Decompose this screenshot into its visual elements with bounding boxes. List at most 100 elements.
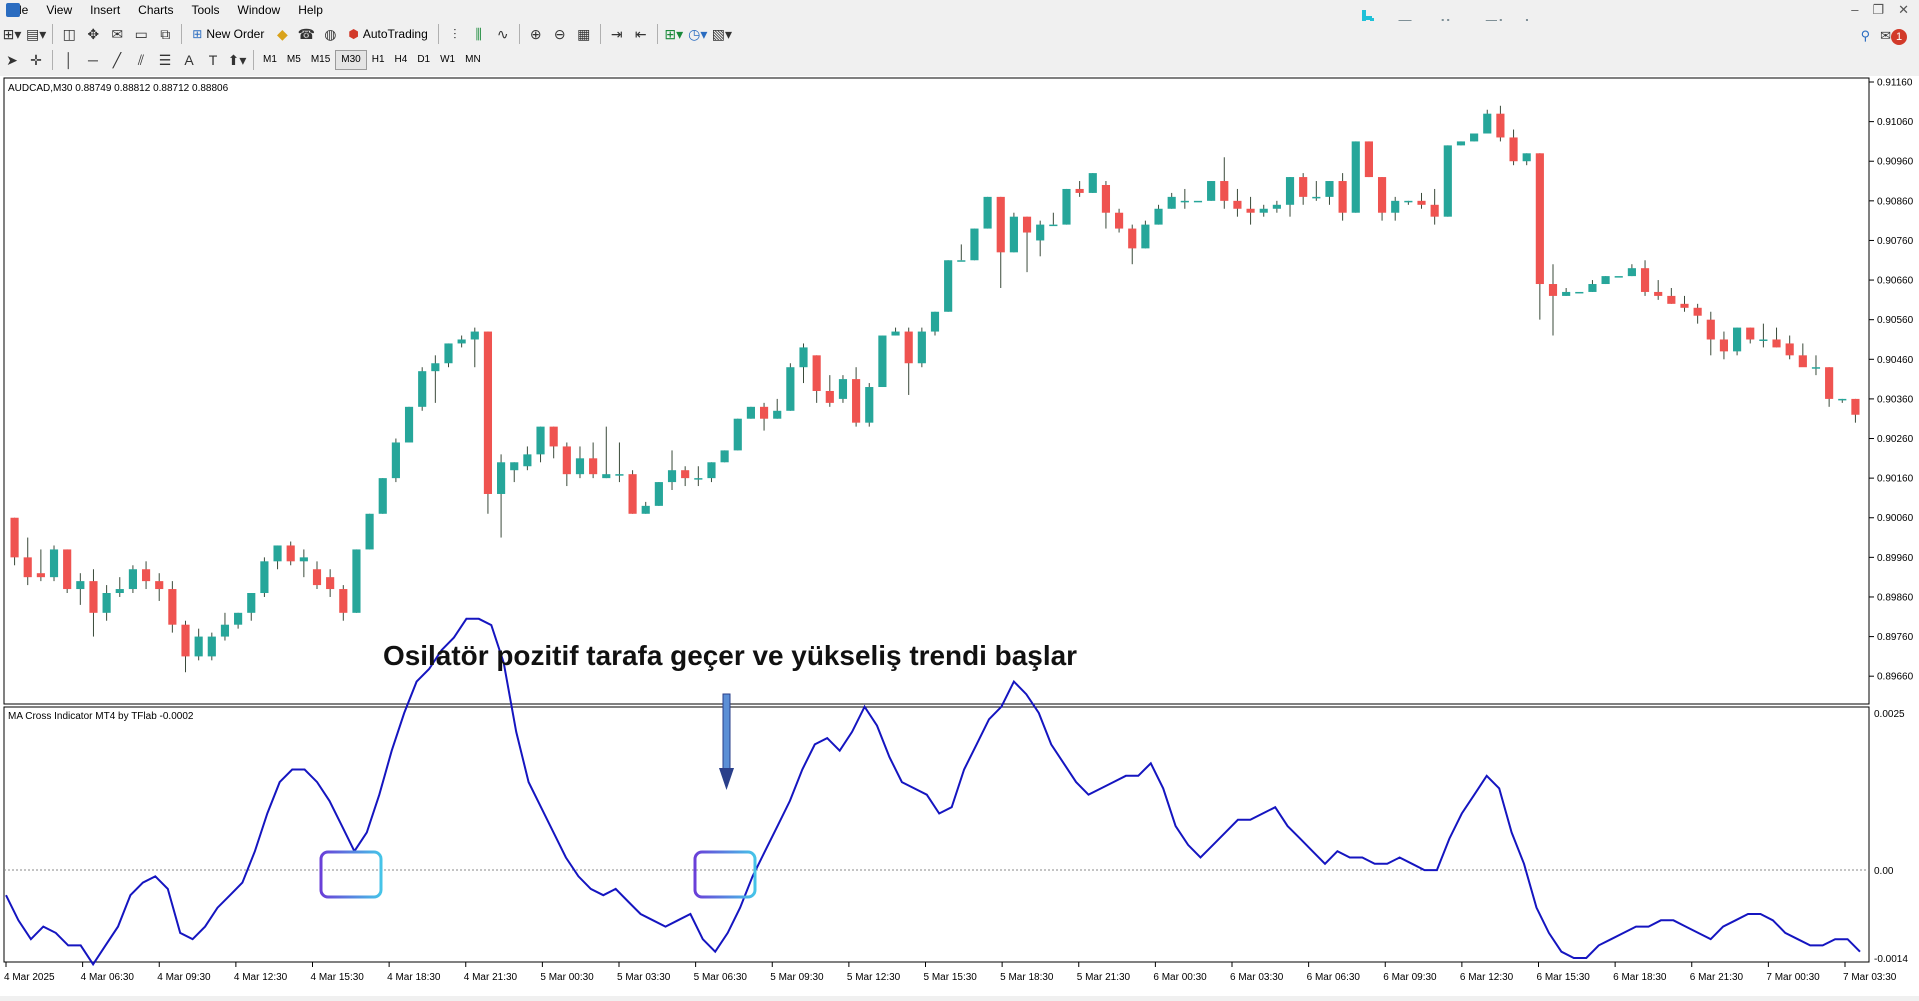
- timeframe-mn[interactable]: MN: [465, 54, 481, 65]
- zoom-out-icon[interactable]: ⊖: [553, 25, 566, 42]
- price-label: 0.90760: [1877, 236, 1914, 247]
- notification-icon[interactable]: ✉ 1: [1880, 28, 1907, 45]
- candle: [930, 311, 940, 336]
- candle: [286, 541, 295, 566]
- candle-body: [904, 331, 913, 364]
- timeframe-m1[interactable]: M1: [263, 54, 277, 65]
- candle-body: [273, 545, 282, 562]
- menu-charts[interactable]: Charts: [138, 3, 174, 17]
- candle: [1246, 196, 1255, 225]
- candle: [63, 549, 72, 594]
- candle: [983, 196, 992, 229]
- zoom-in-icon[interactable]: ⊕: [529, 25, 542, 42]
- price-label: 0.89760: [1877, 632, 1914, 643]
- ma-cross-line: [5, 617, 1861, 967]
- candle: [1299, 173, 1308, 205]
- candle: [431, 355, 440, 403]
- candle: [1259, 204, 1268, 217]
- candle: [970, 228, 979, 261]
- time-label: 6 Mar 00:30: [1153, 972, 1207, 983]
- candle-body: [220, 624, 230, 637]
- crosshair-icon[interactable]: ✛: [30, 51, 42, 68]
- timeframe-m30[interactable]: M30: [335, 50, 367, 70]
- cursor-icon[interactable]: ➤: [6, 51, 18, 68]
- candlestick-icon[interactable]: ⫼: [475, 25, 482, 42]
- horizontal-line-icon[interactable]: ─: [88, 52, 98, 68]
- arrows-icon[interactable]: ⬆▾: [227, 51, 247, 68]
- close-icon[interactable]: ✕: [1898, 2, 1909, 17]
- candle: [878, 335, 887, 388]
- market-watch-icon[interactable]: ◫: [62, 25, 76, 42]
- candle-body: [36, 573, 45, 578]
- new-order-button[interactable]: ⊞ New Order: [188, 24, 268, 44]
- vertical-line-icon[interactable]: │: [64, 52, 74, 68]
- data-window-icon[interactable]: ✥: [87, 25, 100, 42]
- signals-icon[interactable]: ☎: [297, 25, 316, 42]
- menu-tools[interactable]: Tools: [191, 3, 220, 17]
- chart-shift-icon[interactable]: ⇤: [634, 25, 647, 42]
- timeframe-m5[interactable]: M5: [286, 54, 301, 65]
- time-label: 5 Mar 12:30: [847, 972, 901, 983]
- candle-body: [365, 513, 374, 550]
- strategy-tester-icon[interactable]: ⧉: [160, 25, 171, 42]
- periods-icon[interactable]: ◷▾: [688, 25, 708, 42]
- annotation-text: Osilatör pozitif tarafa geçer ve yükseli…: [383, 640, 1077, 671]
- candle-body: [418, 371, 427, 407]
- menu-view[interactable]: View: [46, 3, 73, 17]
- candle: [339, 585, 348, 621]
- price-label: 0.91060: [1877, 117, 1914, 128]
- candle: [457, 335, 466, 348]
- market-icon[interactable]: ◍: [324, 25, 337, 42]
- price-label: 0.90660: [1877, 276, 1914, 287]
- candle-body: [944, 260, 953, 312]
- trendline-icon[interactable]: ╱: [112, 51, 122, 68]
- navigator-icon[interactable]: ✉: [111, 25, 124, 42]
- new-chart-button[interactable]: ⊞▾: [2, 25, 22, 42]
- templates-icon[interactable]: ▧▾: [711, 25, 733, 42]
- menu-help[interactable]: Help: [298, 3, 323, 17]
- menu-insert[interactable]: Insert: [90, 3, 121, 17]
- new-order-label: New Order: [206, 27, 265, 41]
- terminal-icon[interactable]: ▭: [134, 25, 148, 42]
- text-label-icon[interactable]: T: [208, 52, 218, 68]
- candle: [1627, 264, 1636, 277]
- timeframe-w1[interactable]: W1: [440, 54, 456, 65]
- candle-body: [838, 379, 848, 399]
- minimize-icon[interactable]: –: [1851, 2, 1859, 17]
- candle: [1141, 220, 1150, 249]
- search-icon[interactable]: ⚲: [1860, 28, 1871, 43]
- text-icon[interactable]: A: [184, 52, 194, 68]
- candle: [838, 375, 848, 403]
- tile-windows-icon[interactable]: ▦: [577, 25, 591, 42]
- timeframe-h1[interactable]: H1: [371, 54, 385, 65]
- candle: [1456, 141, 1466, 146]
- indicators-icon[interactable]: ⊞▾: [664, 25, 684, 42]
- timeframe-d1[interactable]: D1: [417, 54, 431, 65]
- time-label: 6 Mar 09:30: [1383, 972, 1437, 983]
- timeframe-h4[interactable]: H4: [394, 54, 408, 65]
- candle: [825, 375, 834, 407]
- candle: [1575, 291, 1584, 294]
- metaeditor-icon[interactable]: ◆: [276, 25, 288, 42]
- candle-body: [996, 196, 1005, 253]
- auto-scroll-icon[interactable]: ⇥: [610, 25, 623, 42]
- candle-body: [404, 406, 414, 443]
- indicator-pane-frame: [3, 706, 1870, 963]
- bar-chart-icon[interactable]: ⫶: [453, 25, 457, 42]
- candle-body: [1838, 398, 1847, 401]
- autotrading-button[interactable]: ⬢ AutoTrading: [344, 24, 431, 44]
- fibonacci-icon[interactable]: ☰: [158, 51, 172, 68]
- profiles-button[interactable]: ▤▾: [26, 25, 47, 42]
- candle-body: [1325, 181, 1334, 197]
- timeframe-m15[interactable]: M15: [310, 54, 331, 65]
- candle-body: [470, 331, 479, 340]
- menu-window[interactable]: Window: [237, 3, 281, 17]
- chart-window[interactable]: 0.91160 0.91060 0.90960 0.90860 0.90760 0.906…: [0, 76, 1919, 996]
- candle: [720, 450, 729, 463]
- candle-body: [1456, 141, 1466, 146]
- line-chart-icon[interactable]: ∿: [496, 25, 509, 42]
- channel-icon[interactable]: ⫽: [137, 51, 145, 68]
- chart-canvas[interactable]: 0.91160 0.91060 0.90960 0.90860 0.90760 0.906…: [0, 76, 1919, 996]
- candle-body: [1272, 204, 1281, 209]
- restore-icon[interactable]: ❐: [1872, 2, 1885, 17]
